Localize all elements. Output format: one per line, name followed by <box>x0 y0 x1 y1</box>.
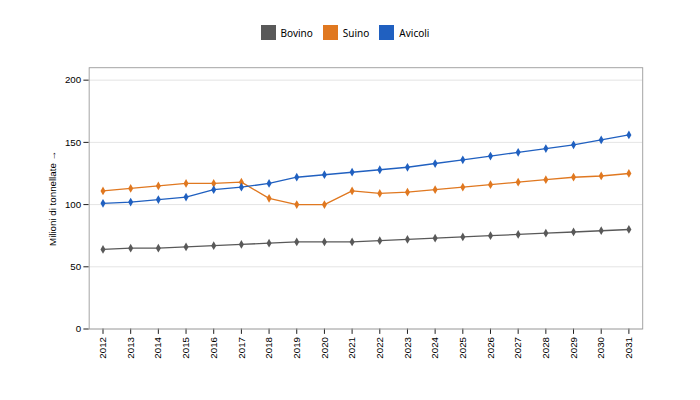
svg-text:150: 150 <box>65 136 82 147</box>
svg-text:2018: 2018 <box>263 337 274 359</box>
svg-text:2029: 2029 <box>568 337 579 359</box>
svg-text:2025: 2025 <box>457 337 468 359</box>
svg-text:2013: 2013 <box>125 337 136 359</box>
svg-text:Milioni di tonnellate →: Milioni di tonnellate → <box>47 151 58 246</box>
svg-text:2022: 2022 <box>374 337 385 359</box>
svg-text:0: 0 <box>76 323 82 334</box>
svg-text:2030: 2030 <box>595 336 606 358</box>
svg-text:2015: 2015 <box>180 337 191 359</box>
html-text:Bovino: Bovino <box>280 25 313 40</box>
html-text:Avicoli: Avicoli <box>399 25 430 40</box>
svg-text:2014: 2014 <box>152 336 163 358</box>
svg-text:2026: 2026 <box>485 337 496 359</box>
svg-text:2019: 2019 <box>291 337 302 359</box>
svg-text:2027: 2027 <box>512 337 523 359</box>
svg-text:100: 100 <box>65 199 82 210</box>
svg-text:2031: 2031 <box>623 337 634 359</box>
svg-text:2016: 2016 <box>208 337 219 359</box>
svg-text:2024: 2024 <box>429 336 440 358</box>
html-text:Suino: Suino <box>342 25 370 40</box>
svg-text:2023: 2023 <box>402 337 413 359</box>
svg-text:2028: 2028 <box>540 337 551 359</box>
svg-text:2021: 2021 <box>346 337 357 359</box>
svg-text:2020: 2020 <box>319 336 330 358</box>
svg-text:2012: 2012 <box>97 337 108 359</box>
svg-text:200: 200 <box>65 74 82 85</box>
svg-text:2017: 2017 <box>236 337 247 359</box>
svg-text:50: 50 <box>70 261 81 272</box>
